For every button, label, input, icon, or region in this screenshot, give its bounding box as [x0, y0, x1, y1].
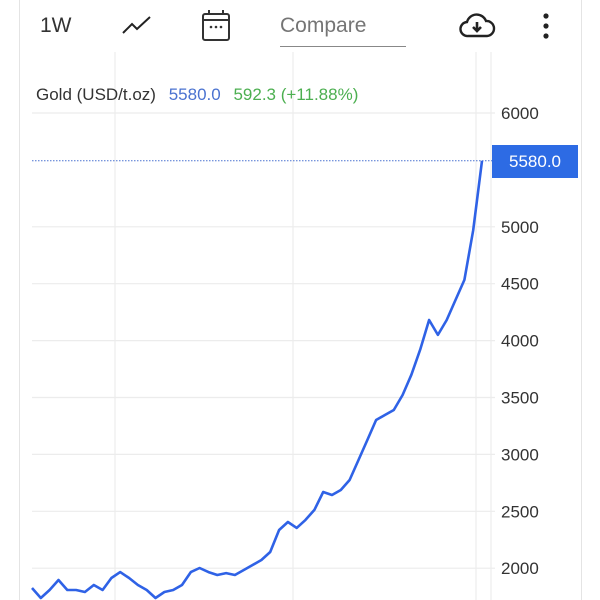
compare-input[interactable] [280, 10, 406, 47]
chart-card [19, 0, 582, 600]
more-vertical-icon[interactable] [536, 0, 556, 52]
cloud-download-icon[interactable] [458, 0, 496, 52]
current-price: 5580.0 [168, 85, 221, 104]
line-chart-icon[interactable] [120, 0, 154, 52]
chart-legend: Gold (USD/t.oz) 5580.0 592.3 (+11.88%) [36, 85, 366, 105]
y-tick-label: 3500 [501, 389, 539, 408]
y-tick-label: 2500 [501, 502, 539, 521]
y-tick-label: 3000 [501, 445, 539, 464]
y-tick-label: 2000 [501, 559, 539, 578]
price-change: 592.3 (+11.88%) [233, 85, 359, 104]
y-tick-label: 4500 [501, 275, 539, 294]
calendar-icon[interactable] [200, 0, 232, 52]
period-selector[interactable]: 1W [40, 14, 72, 37]
grid [32, 52, 495, 600]
instrument-name: Gold (USD/t.oz) [36, 85, 156, 104]
price-series-line [31, 160, 484, 600]
y-axis: 2000 2500 3000 3500 4000 4500 5000 6000 [501, 104, 539, 578]
last-price-label: 5580.0 [492, 145, 578, 178]
y-tick-label: 4000 [501, 332, 539, 351]
y-tick-label: 6000 [501, 104, 539, 123]
y-tick-label: 5000 [501, 218, 539, 237]
